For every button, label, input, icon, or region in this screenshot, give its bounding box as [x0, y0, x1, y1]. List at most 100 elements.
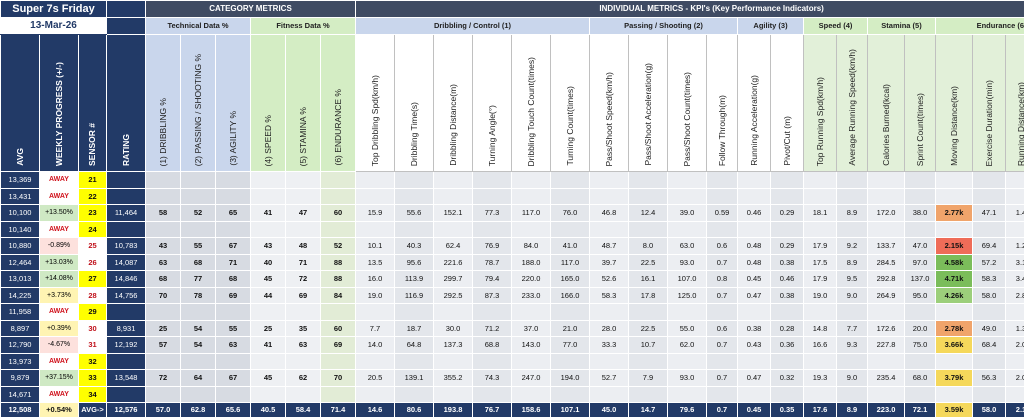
- category-cell: 62.8: [181, 403, 216, 418]
- kpi-cell: 71.2: [473, 320, 512, 337]
- kpi-cell: [837, 353, 868, 370]
- kpi-cell: [738, 221, 771, 238]
- category-cell: [286, 172, 321, 189]
- category-cell: 52: [321, 238, 356, 255]
- kpi-cell: 113.9: [395, 271, 434, 288]
- kpi-cell: 93.0: [668, 254, 707, 271]
- category-cell: [146, 221, 181, 238]
- kpi-cell: 16.6: [804, 337, 837, 354]
- sensor-cell: 23: [79, 205, 107, 222]
- weekly-progress-cell: AWAY: [40, 386, 79, 403]
- category-cell: 71.4: [321, 403, 356, 418]
- weekly-progress-cell: +13.03%: [40, 254, 79, 271]
- kpi-cell: [434, 353, 473, 370]
- kpi-cell: 1.4: [1006, 205, 1024, 222]
- weekly-progress-cell: +0.39%: [40, 320, 79, 337]
- category-cell: 70: [321, 370, 356, 387]
- kpi-cell: [473, 221, 512, 238]
- kpi-cell: [1006, 386, 1024, 403]
- category-cell: 65.6: [216, 403, 251, 418]
- weekly-progress-cell: +3.73%: [40, 287, 79, 304]
- kpi-cell: [837, 188, 868, 205]
- kpi-cell: [551, 172, 590, 189]
- kpi-cell: 0.6: [707, 320, 738, 337]
- kpi-cell: 235.4: [868, 370, 905, 387]
- kpi-cell: 172.0: [868, 205, 905, 222]
- kpi-cell: [395, 304, 434, 321]
- kpi-cell: [395, 172, 434, 189]
- spreadsheet: { "header": { "title": "Super 7s Friday"…: [0, 0, 1024, 409]
- sensor-cell: 29: [79, 304, 107, 321]
- category-cell: [286, 221, 321, 238]
- kpi-cell: [936, 221, 973, 238]
- kpi-cell: 87.3: [473, 287, 512, 304]
- kpi-cell: 76.7: [473, 403, 512, 418]
- category-cell: 68: [146, 271, 181, 288]
- category-cell: 67: [216, 238, 251, 255]
- kpi-cell: 0.7: [707, 287, 738, 304]
- kpi-cell: 18.7: [395, 320, 434, 337]
- kpi-cell: [973, 386, 1006, 403]
- category-cell: 44: [251, 287, 286, 304]
- kpi-column-header-label: Pivot/Cut (m): [783, 116, 792, 166]
- kpi-column-header-label: Dribbling Time(s): [410, 102, 419, 166]
- kpi-column-header-label: Pass/Shoot Count(times): [683, 72, 692, 166]
- date-label: 13-Mar-26: [1, 18, 107, 35]
- category-cell: [251, 221, 286, 238]
- kpi-column-header: Follow Through(m): [707, 35, 738, 172]
- kpi-cell: 56.3: [973, 370, 1006, 387]
- kpi-column-header: Turning Count(times): [551, 35, 590, 172]
- kpi-cell: 0.29: [771, 205, 804, 222]
- kpi-cell: 1.3: [1006, 320, 1024, 337]
- avg-cell: 10,140: [1, 221, 40, 238]
- weekly-progress-cell: AWAY: [40, 304, 79, 321]
- category-cell: 55: [181, 238, 216, 255]
- category-cell: [321, 386, 356, 403]
- category-cell: 48: [286, 238, 321, 255]
- kpi-cell: 79.4: [473, 271, 512, 288]
- kpi-cell: [868, 188, 905, 205]
- category-cell: 25: [146, 320, 181, 337]
- kpi-column-header: Turning Angle(°): [473, 35, 512, 172]
- category-column-header: (1) DRIBBLING %: [146, 35, 181, 172]
- kpi-cell: 74.3: [473, 370, 512, 387]
- category-cell: 88: [321, 254, 356, 271]
- kpi-cell: 107.0: [668, 271, 707, 288]
- kpi-column-header-label: Pass/Shoot Speed(km/h): [605, 72, 614, 167]
- kpi-cell: [512, 304, 551, 321]
- avg-cell: 14,225: [1, 287, 40, 304]
- kpi-cell: [837, 386, 868, 403]
- kpi-cell: [804, 188, 837, 205]
- kpi-cell: 76.0: [551, 205, 590, 222]
- kpi-cell: 30.0: [434, 320, 473, 337]
- kpi-cell: 47.0: [905, 238, 936, 255]
- kpi-cell: 72.1: [905, 403, 936, 418]
- category-column-header-label: (4) SPEED %: [264, 115, 273, 167]
- kpi-cell: 9.2: [837, 238, 868, 255]
- category-cell: 68: [216, 271, 251, 288]
- kpi-cell: [771, 353, 804, 370]
- kpi-cell: 95.0: [905, 287, 936, 304]
- kpi-cell: 39.7: [590, 254, 629, 271]
- avg-cell: 13,973: [1, 353, 40, 370]
- kpi-cell: [868, 172, 905, 189]
- group-endurance: Endurance (6): [936, 18, 1024, 35]
- kpi-cell: [512, 353, 551, 370]
- kpi-cell: 17.6: [804, 403, 837, 418]
- progress-column-header-label: WEEKLY PROGRESS (+/-): [55, 62, 64, 166]
- rating-column-header: RATING: [107, 35, 146, 172]
- category-cell: [216, 221, 251, 238]
- kpi-cell: 292.8: [868, 271, 905, 288]
- kpi-cell: 55.6: [395, 205, 434, 222]
- avg-cell: 11,958: [1, 304, 40, 321]
- category-cell: 54: [181, 320, 216, 337]
- kpi-cell: 68.0: [905, 370, 936, 387]
- kpi-cell: [868, 353, 905, 370]
- kpi-cell: [973, 172, 1006, 189]
- kpi-cell: [590, 172, 629, 189]
- kpi-cell: 2.8: [1006, 287, 1024, 304]
- sensor-cell: 31: [79, 337, 107, 354]
- category-cell: 41: [251, 337, 286, 354]
- kpi-cell: [837, 221, 868, 238]
